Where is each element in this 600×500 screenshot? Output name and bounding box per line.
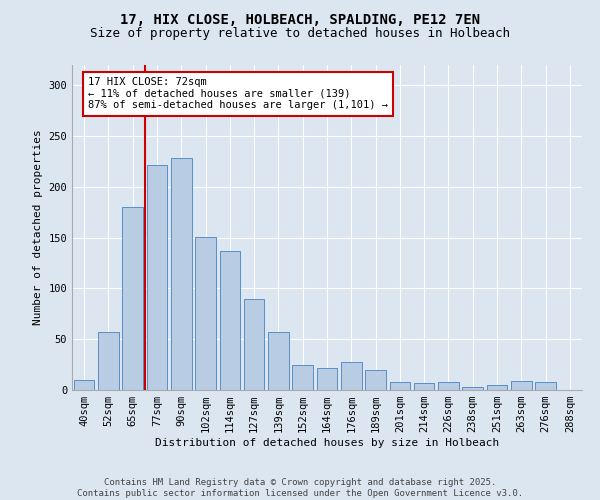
Y-axis label: Number of detached properties: Number of detached properties bbox=[33, 130, 43, 326]
Bar bbox=[414, 383, 434, 390]
Bar bbox=[487, 385, 508, 390]
Bar bbox=[463, 387, 483, 390]
Bar bbox=[244, 298, 265, 390]
X-axis label: Distribution of detached houses by size in Holbeach: Distribution of detached houses by size … bbox=[155, 438, 499, 448]
Bar bbox=[341, 362, 362, 390]
Bar bbox=[292, 364, 313, 390]
Bar bbox=[74, 380, 94, 390]
Bar bbox=[438, 382, 459, 390]
Bar bbox=[146, 164, 167, 390]
Text: Size of property relative to detached houses in Holbeach: Size of property relative to detached ho… bbox=[90, 28, 510, 40]
Bar bbox=[98, 332, 119, 390]
Bar bbox=[268, 332, 289, 390]
Bar bbox=[511, 381, 532, 390]
Bar bbox=[535, 382, 556, 390]
Bar bbox=[389, 382, 410, 390]
Bar bbox=[171, 158, 191, 390]
Bar bbox=[317, 368, 337, 390]
Bar bbox=[365, 370, 386, 390]
Bar bbox=[122, 207, 143, 390]
Text: 17, HIX CLOSE, HOLBEACH, SPALDING, PE12 7EN: 17, HIX CLOSE, HOLBEACH, SPALDING, PE12 … bbox=[120, 12, 480, 26]
Bar bbox=[220, 251, 240, 390]
Text: Contains HM Land Registry data © Crown copyright and database right 2025.
Contai: Contains HM Land Registry data © Crown c… bbox=[77, 478, 523, 498]
Text: 17 HIX CLOSE: 72sqm
← 11% of detached houses are smaller (139)
87% of semi-detac: 17 HIX CLOSE: 72sqm ← 11% of detached ho… bbox=[88, 77, 388, 110]
Bar bbox=[195, 236, 216, 390]
